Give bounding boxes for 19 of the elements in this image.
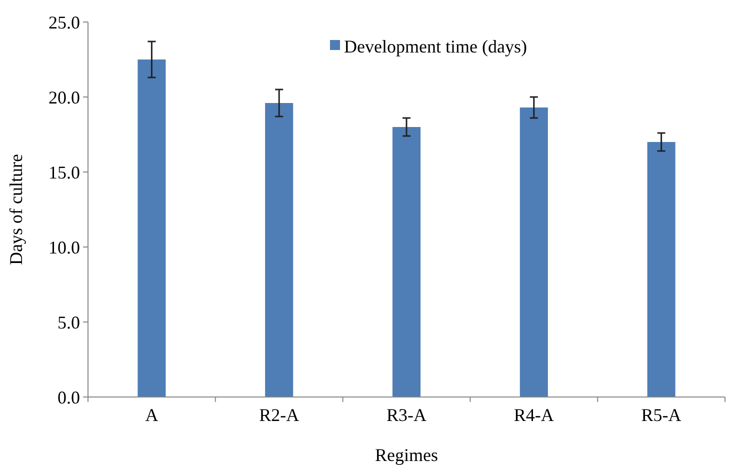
y-axis-title: Days of culture xyxy=(6,154,26,265)
y-tick-label: 15.0 xyxy=(48,162,80,182)
x-axis-title: Regimes xyxy=(375,445,438,465)
bar xyxy=(520,108,548,397)
bar xyxy=(265,103,294,397)
legend-label: Development time (days) xyxy=(344,36,527,56)
bar xyxy=(138,60,166,397)
y-tick-label: 10.0 xyxy=(48,237,80,258)
x-tick-label: R2-A xyxy=(259,405,300,425)
y-tick-label: 5.0 xyxy=(58,312,80,332)
y-tick-label: 25.0 xyxy=(48,12,80,32)
x-tick-label: A xyxy=(145,405,158,425)
bar xyxy=(392,127,421,397)
x-tick-label: R5-A xyxy=(641,405,682,425)
y-tick-label: 0.0 xyxy=(58,387,80,408)
x-tick-label: R4-A xyxy=(514,405,554,425)
x-tick-label: R3-A xyxy=(386,405,426,425)
bar xyxy=(647,142,676,397)
y-tick-label: 20.0 xyxy=(48,87,80,108)
